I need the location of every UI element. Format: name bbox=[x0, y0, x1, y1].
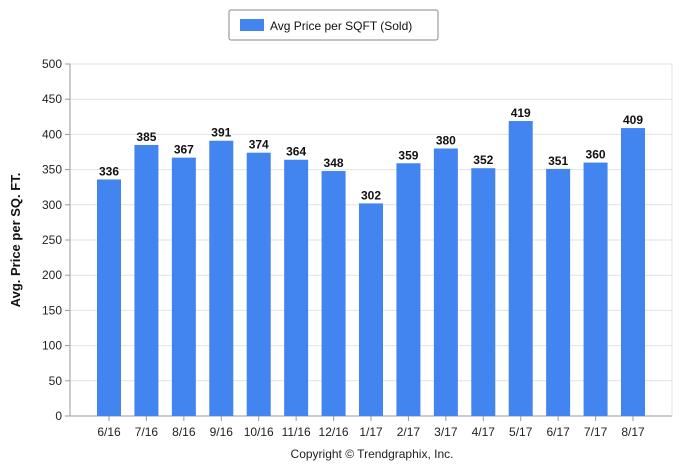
x-tick-label: 2/17 bbox=[397, 425, 421, 439]
data-label: 360 bbox=[586, 148, 606, 162]
y-tick-label: 50 bbox=[49, 374, 63, 388]
data-label: 419 bbox=[511, 106, 531, 120]
y-tick-label: 350 bbox=[42, 163, 62, 177]
x-tick-label: 10/16 bbox=[244, 425, 274, 439]
y-tick-label: 0 bbox=[55, 409, 62, 423]
bar bbox=[209, 140, 234, 416]
x-tick-label: 12/16 bbox=[319, 425, 349, 439]
data-label: 409 bbox=[623, 113, 643, 127]
y-tick-label: 200 bbox=[42, 268, 62, 282]
x-tick-label: 1/17 bbox=[359, 425, 383, 439]
x-tick-label: 7/17 bbox=[584, 425, 608, 439]
data-label: 385 bbox=[136, 130, 156, 144]
data-label: 351 bbox=[548, 154, 568, 168]
bar bbox=[433, 148, 458, 417]
bar bbox=[321, 171, 346, 416]
bar bbox=[359, 203, 383, 416]
plot-area: 0 50 100 150 200 250 300 350 400 450 500 336 6/16 385… bbox=[42, 57, 673, 439]
x-tick-label: 6/17 bbox=[546, 425, 570, 439]
bar bbox=[396, 163, 421, 416]
data-label: 348 bbox=[324, 156, 344, 170]
data-label: 302 bbox=[361, 188, 381, 202]
x-tick-label: 9/16 bbox=[210, 425, 234, 439]
legend-box bbox=[228, 9, 439, 41]
data-label: 374 bbox=[249, 138, 269, 152]
data-label: 367 bbox=[174, 143, 194, 157]
bar bbox=[508, 121, 533, 417]
bar bbox=[284, 159, 309, 416]
bar bbox=[546, 168, 571, 416]
data-label: 352 bbox=[473, 153, 493, 167]
copyright-footer: Copyright © Trendgraphix, Inc. bbox=[291, 447, 454, 461]
x-tick-label: 6/16 bbox=[97, 425, 121, 439]
y-tick-label: 300 bbox=[42, 198, 62, 212]
bar bbox=[471, 168, 496, 416]
bar bbox=[583, 162, 608, 416]
y-tick-label: 450 bbox=[42, 92, 62, 106]
y-axis-title: Avg. Price per SQ. FT. bbox=[8, 173, 23, 308]
x-tick-label: 3/17 bbox=[434, 425, 458, 439]
legend-label: Avg Price per SQFT (Sold) bbox=[270, 19, 412, 33]
data-label: 391 bbox=[211, 126, 231, 140]
bar bbox=[134, 144, 159, 416]
data-label: 336 bbox=[99, 164, 119, 178]
x-tick-label: 4/17 bbox=[472, 425, 496, 439]
legend-swatch bbox=[240, 19, 264, 31]
data-label: 359 bbox=[398, 148, 418, 162]
y-tick-label: 250 bbox=[42, 233, 62, 247]
bar bbox=[246, 152, 271, 417]
bar bbox=[621, 128, 645, 416]
bar bbox=[171, 157, 196, 416]
x-tick-label: 5/17 bbox=[509, 425, 533, 439]
x-tick-label: 7/16 bbox=[135, 425, 159, 439]
y-tick-label: 150 bbox=[42, 303, 62, 317]
y-tick-label: 500 bbox=[42, 57, 62, 71]
legend: Avg Price per SQFT (Sold) bbox=[228, 9, 439, 41]
x-tick-label: 8/16 bbox=[172, 425, 196, 439]
data-label: 364 bbox=[286, 145, 306, 159]
data-label: 380 bbox=[436, 133, 456, 147]
x-tick-label: 8/17 bbox=[621, 425, 645, 439]
x-tick-label: 11/16 bbox=[282, 425, 311, 439]
y-tick-label: 100 bbox=[42, 339, 62, 353]
y-tick-label: 400 bbox=[42, 127, 62, 141]
bar bbox=[97, 179, 121, 416]
